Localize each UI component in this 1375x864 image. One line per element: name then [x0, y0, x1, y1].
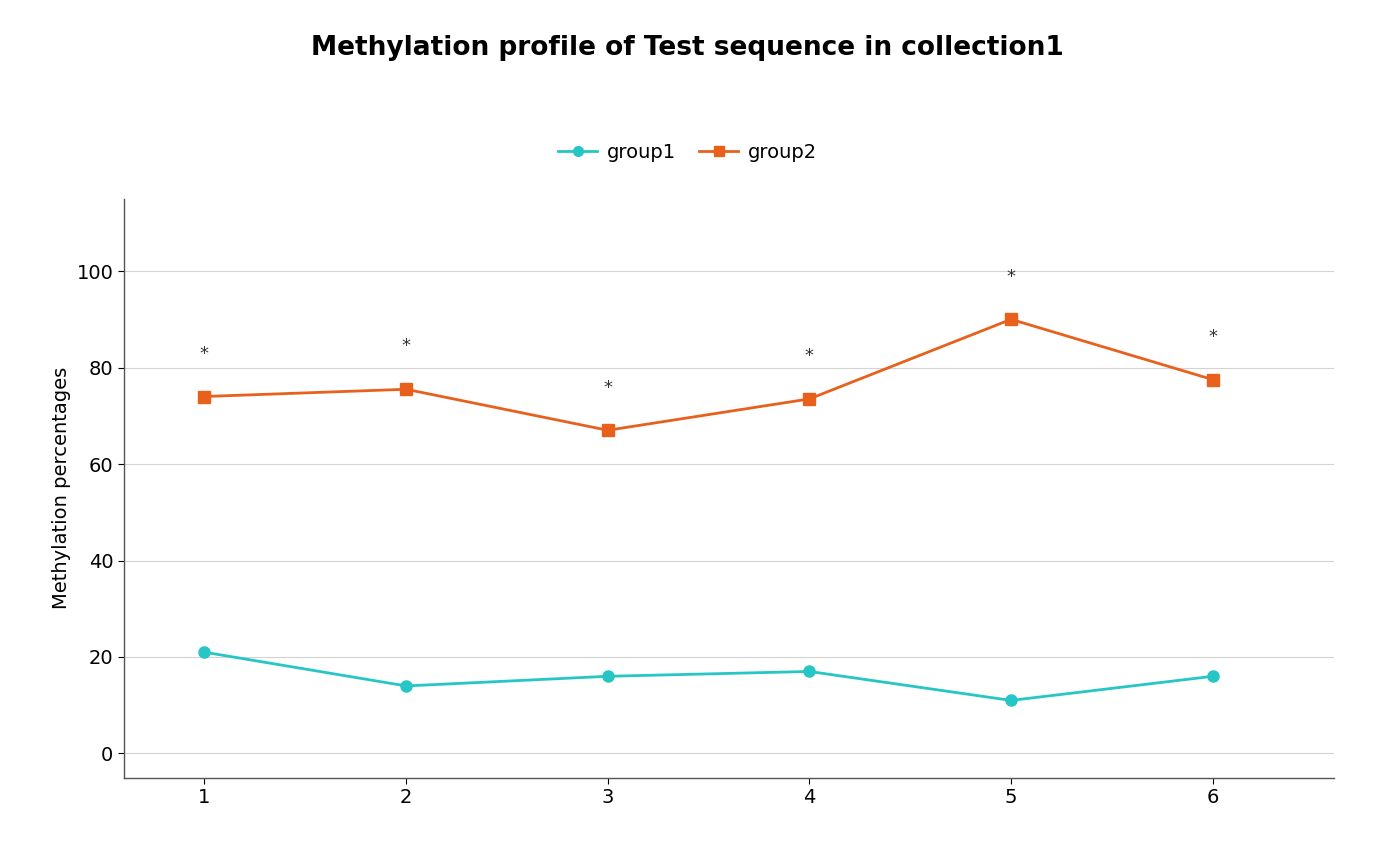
Y-axis label: Methylation percentages: Methylation percentages	[52, 367, 72, 609]
Legend: group1, group2: group1, group2	[550, 135, 825, 169]
Text: *: *	[1006, 268, 1016, 285]
Text: *: *	[199, 345, 209, 363]
Text: Methylation profile of Test sequence in collection1: Methylation profile of Test sequence in …	[311, 35, 1064, 60]
Text: *: *	[804, 347, 814, 365]
Text: *: *	[604, 378, 612, 397]
Text: *: *	[1209, 327, 1217, 346]
Text: *: *	[402, 338, 411, 355]
